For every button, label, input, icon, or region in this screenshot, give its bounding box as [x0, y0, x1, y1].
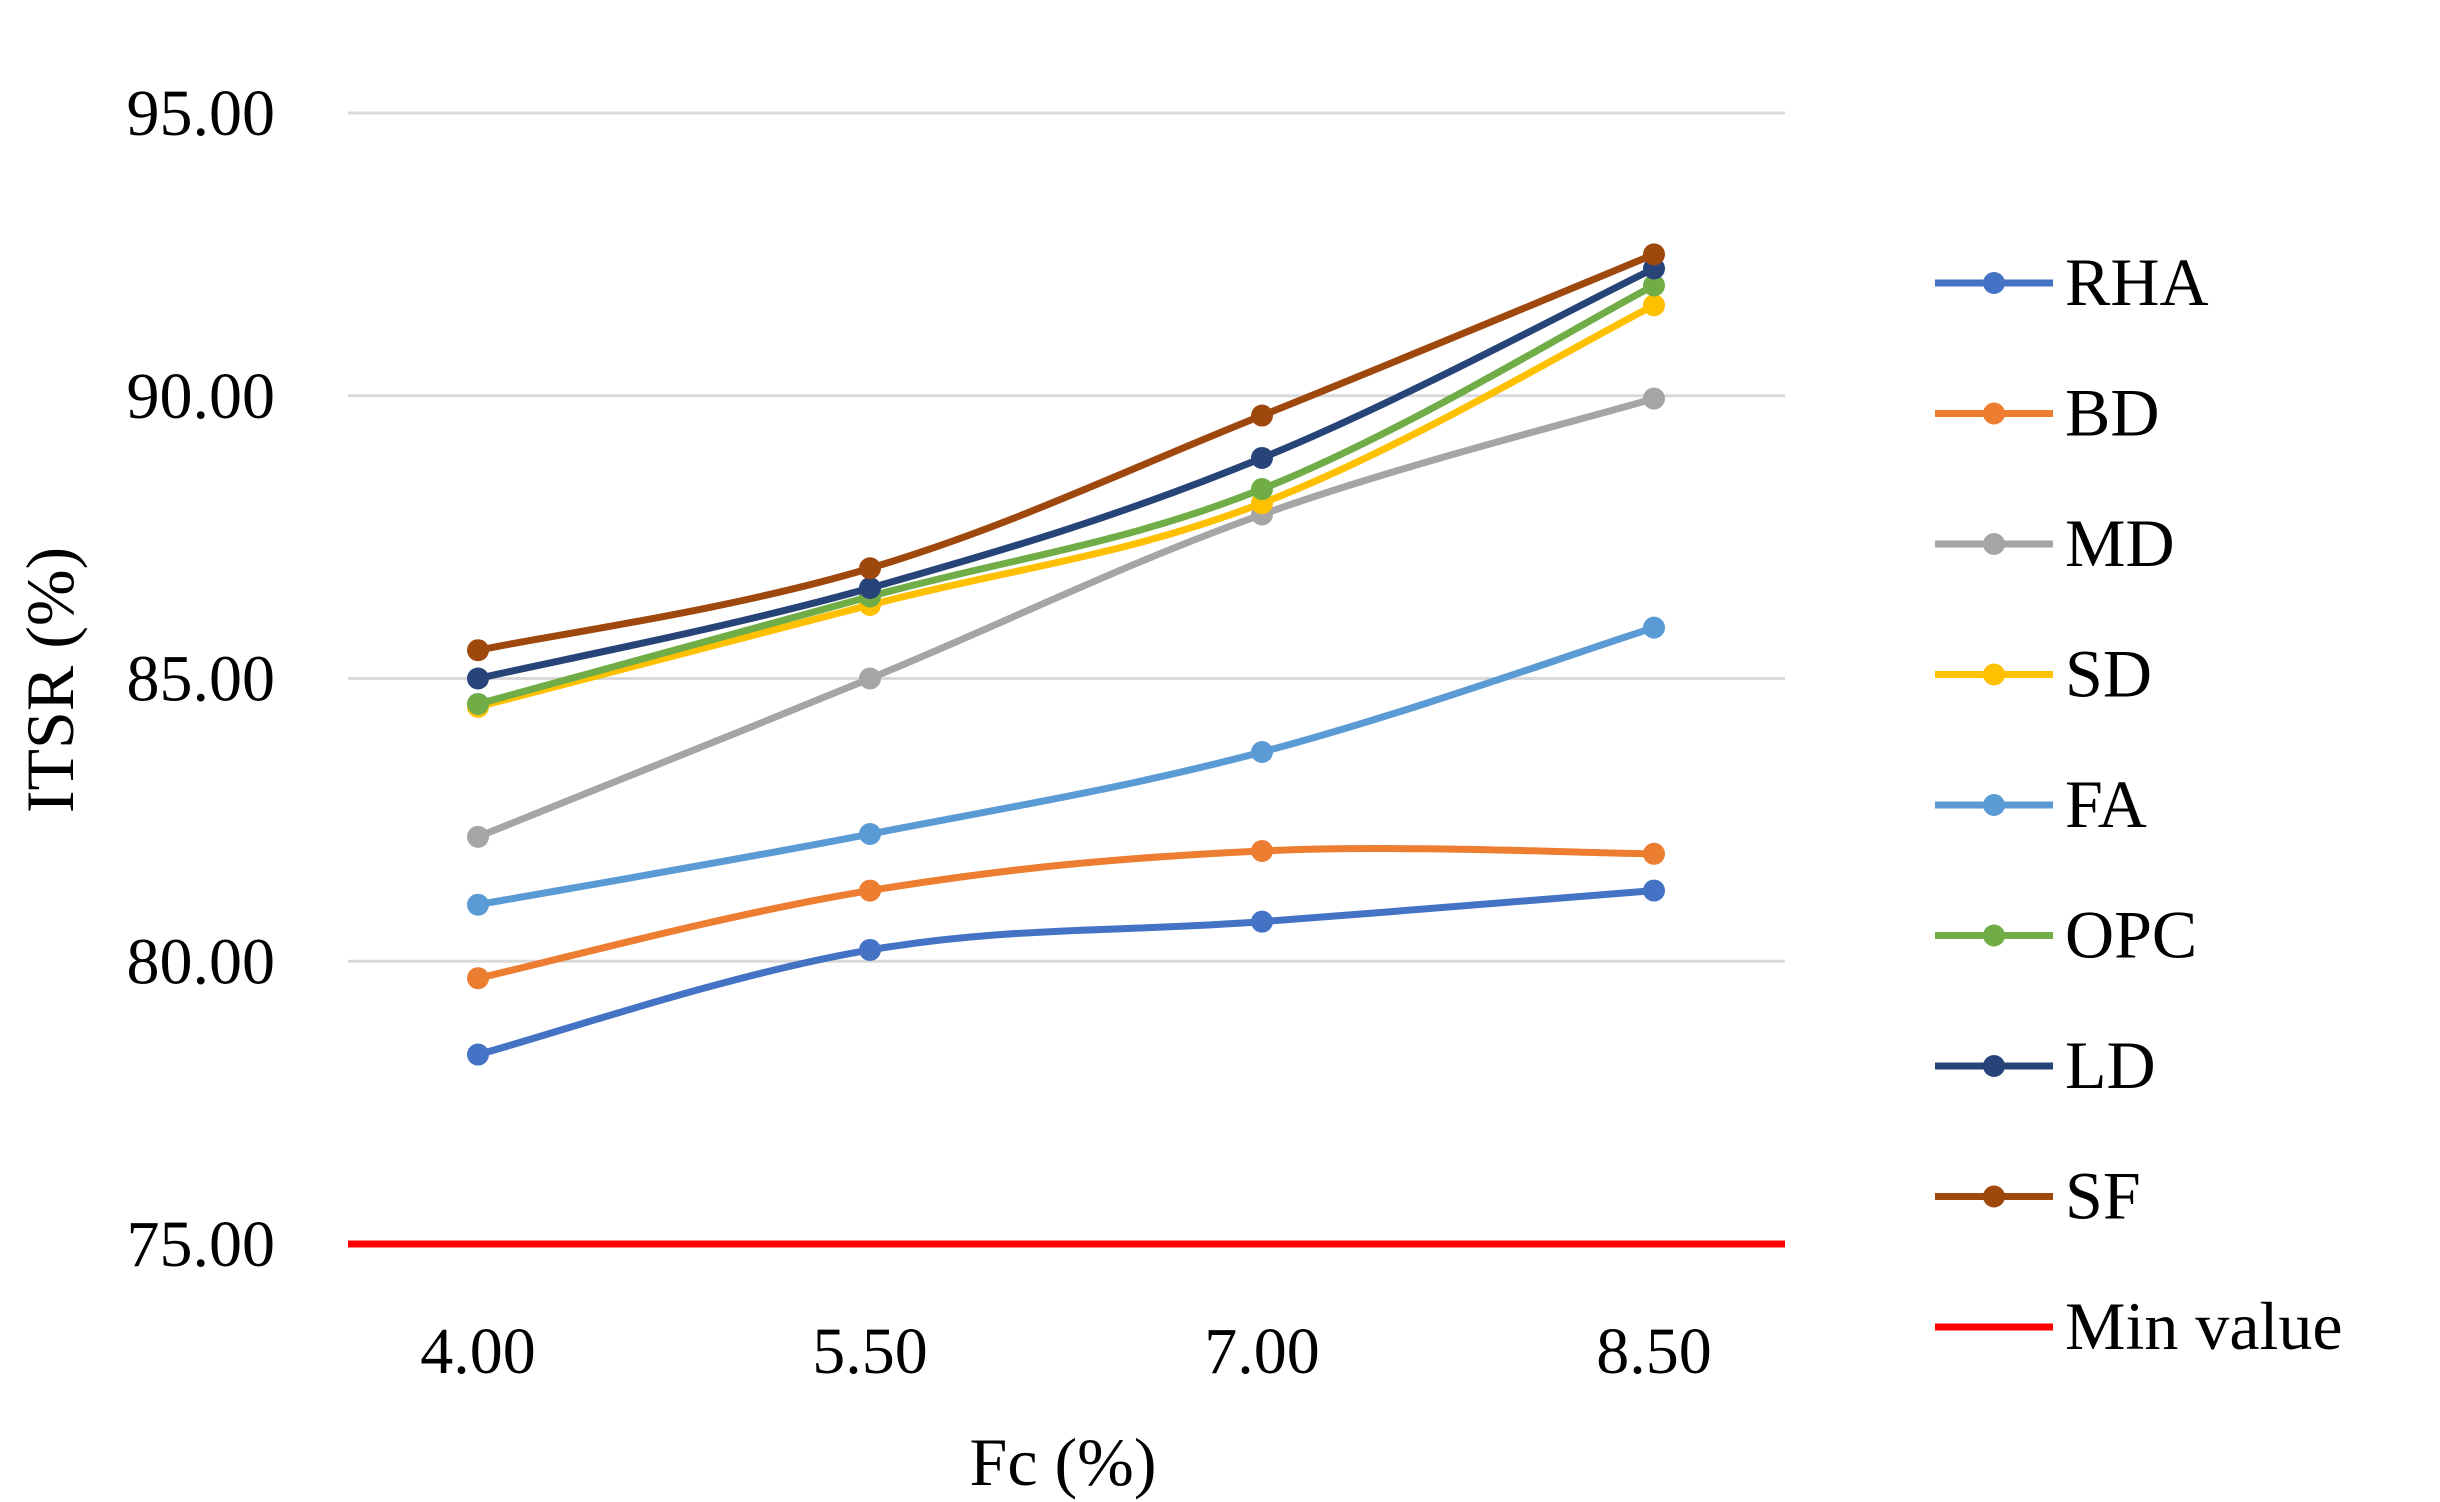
x-tick-label-5.50: 5.50: [812, 1315, 928, 1388]
series-line-sd: [474, 301, 1658, 711]
legend-marker-sf: [1983, 1185, 2005, 1208]
legend-item-md: MD: [1935, 505, 2175, 581]
point-bd-8.50: [1643, 842, 1665, 865]
legend-label-min-value: Min value: [2065, 1288, 2343, 1364]
legend-marker-bd: [1983, 402, 2005, 425]
point-fa-8.50: [1643, 616, 1665, 639]
point-sf-5.50: [859, 557, 881, 580]
legend-label-sf: SF: [2065, 1158, 2141, 1234]
point-bd-5.50: [859, 879, 881, 902]
legend-label-bd: BD: [2065, 375, 2159, 451]
series-line-opc: [474, 281, 1658, 708]
point-md-8.50: [1643, 387, 1665, 410]
point-fa-7.00: [1251, 741, 1273, 764]
x-tick-label-8.50: 8.50: [1596, 1315, 1712, 1388]
y-tick-label-90.00: 90.00: [127, 360, 276, 433]
y-tick-label-80.00: 80.00: [127, 925, 276, 998]
legend-item-opc: OPC: [1935, 897, 2197, 973]
legend-item-sd: SD: [1935, 636, 2152, 712]
point-rha-8.50: [1643, 879, 1665, 902]
series-ld: [467, 257, 1665, 690]
legend-item-min-value: Min value: [1935, 1288, 2343, 1364]
legend-label-md: MD: [2065, 505, 2175, 581]
y-tick-label-85.00: 85.00: [127, 643, 276, 716]
legend-marker-md: [1983, 533, 2005, 555]
y-tick-label-95.00: 95.00: [127, 77, 276, 150]
legend-label-opc: OPC: [2065, 897, 2197, 973]
series-line-fa: [474, 624, 1658, 909]
point-sf-7.00: [1251, 404, 1273, 427]
point-rha-7.00: [1251, 910, 1273, 933]
point-bd-4.00: [467, 967, 489, 990]
point-rha-4.00: [467, 1043, 489, 1066]
series-bd: [467, 839, 1665, 990]
legend-label-rha: RHA: [2065, 244, 2209, 320]
x-tick-label-7.00: 7.00: [1204, 1315, 1320, 1388]
series-line-sf: [474, 250, 1658, 654]
point-sd-8.50: [1643, 294, 1665, 317]
x-tick-label-4.00: 4.00: [420, 1315, 536, 1388]
legend-marker-sd: [1983, 663, 2005, 686]
legend-marker-ld: [1983, 1055, 2005, 1077]
series-opc: [467, 274, 1665, 715]
y-axis-title: ITSR (%): [12, 547, 88, 813]
x-axis-ticks: 4.00 5.50 7.00 8.50: [420, 1315, 1712, 1388]
legend-marker-rha: [1983, 272, 2005, 294]
legend-marker-opc: [1983, 924, 2005, 947]
legend-label-fa: FA: [2065, 766, 2147, 842]
point-opc-7.00: [1251, 478, 1273, 501]
series-line-md: [474, 395, 1658, 841]
point-fa-4.00: [467, 893, 489, 916]
y-tick-label-75.00: 75.00: [127, 1208, 276, 1281]
point-ld-5.50: [859, 577, 881, 600]
point-bd-7.00: [1251, 839, 1273, 862]
point-opc-8.50: [1643, 274, 1665, 297]
legend-item-bd: BD: [1935, 375, 2159, 451]
series-layer: [467, 243, 1665, 1066]
series-fa: [467, 616, 1665, 916]
point-fa-5.50: [859, 823, 881, 846]
point-md-4.00: [467, 825, 489, 848]
series-line-bd: [474, 845, 1658, 982]
point-sf-4.00: [467, 639, 489, 662]
legend: RHA BD MD SD FA OPC LD SF Min value: [1935, 244, 2343, 1364]
point-sf-8.50: [1643, 243, 1665, 266]
legend-item-fa: FA: [1935, 766, 2147, 842]
gridlines: [348, 111, 1785, 963]
legend-item-ld: LD: [1935, 1027, 2156, 1103]
legend-label-sd: SD: [2065, 636, 2152, 712]
series-rha: [467, 879, 1665, 1066]
x-axis-title: Fc (%): [970, 1424, 1157, 1500]
y-axis-ticks: 75.00 80.00 85.00 90.00 95.00: [127, 77, 276, 1281]
legend-label-ld: LD: [2065, 1027, 2156, 1103]
series-sf: [467, 243, 1665, 662]
point-rha-5.50: [859, 938, 881, 961]
legend-item-rha: RHA: [1935, 244, 2209, 320]
legend-marker-fa: [1983, 794, 2005, 816]
series-line-rha: [474, 887, 1658, 1059]
series-line-ld: [474, 265, 1658, 682]
point-opc-4.00: [467, 692, 489, 715]
point-ld-7.00: [1251, 446, 1273, 469]
legend-item-sf: SF: [1935, 1158, 2141, 1234]
point-md-5.50: [859, 667, 881, 690]
point-ld-4.00: [467, 667, 489, 690]
